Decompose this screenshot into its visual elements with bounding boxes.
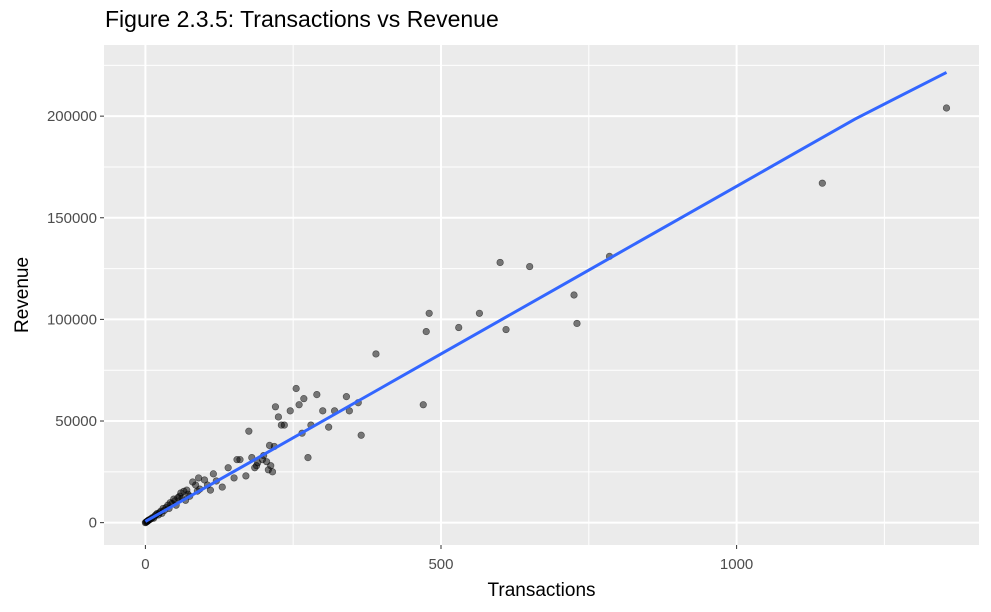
x-tick-label: 0	[141, 556, 149, 573]
data-point	[295, 401, 303, 409]
y-tick-label: 150000	[47, 210, 97, 227]
x-tick-label: 500	[428, 556, 453, 573]
y-axis-ticks: 0 50000 100000 150000 200000	[47, 108, 104, 532]
minor-gridlines	[104, 45, 979, 545]
data-point	[209, 470, 217, 478]
data-point	[245, 427, 253, 435]
data-point	[230, 474, 238, 482]
chart-title: Figure 2.3.5: Transactions vs Revenue	[105, 6, 499, 32]
data-point	[242, 472, 250, 480]
data-point	[342, 393, 350, 401]
x-tick-label: 1000	[720, 556, 753, 573]
x-axis-title: Transactions	[487, 580, 595, 601]
data-point	[455, 323, 463, 332]
data-point	[942, 104, 951, 112]
data-point	[570, 291, 578, 299]
fit-line-path	[144, 71, 948, 523]
y-tick-label: 50000	[55, 413, 97, 430]
data-point	[286, 407, 294, 415]
data-point	[236, 456, 244, 464]
data-point	[422, 327, 430, 336]
data-point	[372, 350, 380, 358]
data-point	[425, 309, 433, 317]
data-point	[194, 474, 203, 482]
data-point	[274, 413, 283, 421]
data-point	[292, 384, 300, 393]
x-axis-ticks: 0 500 1000	[141, 545, 753, 573]
data-point	[419, 401, 427, 409]
data-point	[218, 483, 226, 491]
data-point	[526, 262, 534, 271]
data-point	[496, 258, 504, 267]
y-tick-label: 0	[89, 515, 97, 532]
data-point	[475, 309, 484, 317]
data-point	[300, 395, 308, 403]
y-tick-label: 100000	[47, 311, 97, 328]
data-point	[325, 423, 333, 431]
data-point	[502, 325, 510, 334]
data-point	[357, 431, 365, 439]
data-point	[313, 390, 321, 399]
data-point	[267, 462, 275, 470]
y-axis-title: Revenue	[12, 257, 33, 333]
data-point	[206, 486, 215, 494]
data-point	[268, 468, 277, 476]
data-point	[271, 403, 280, 411]
data-point	[304, 454, 312, 462]
trend-line	[144, 71, 948, 523]
data-point	[573, 319, 581, 328]
data-point	[319, 407, 327, 415]
data-point	[224, 464, 232, 472]
data-point	[280, 421, 288, 429]
data-point	[818, 179, 826, 187]
major-gridlines	[104, 45, 979, 545]
y-tick-label: 200000	[47, 108, 97, 125]
